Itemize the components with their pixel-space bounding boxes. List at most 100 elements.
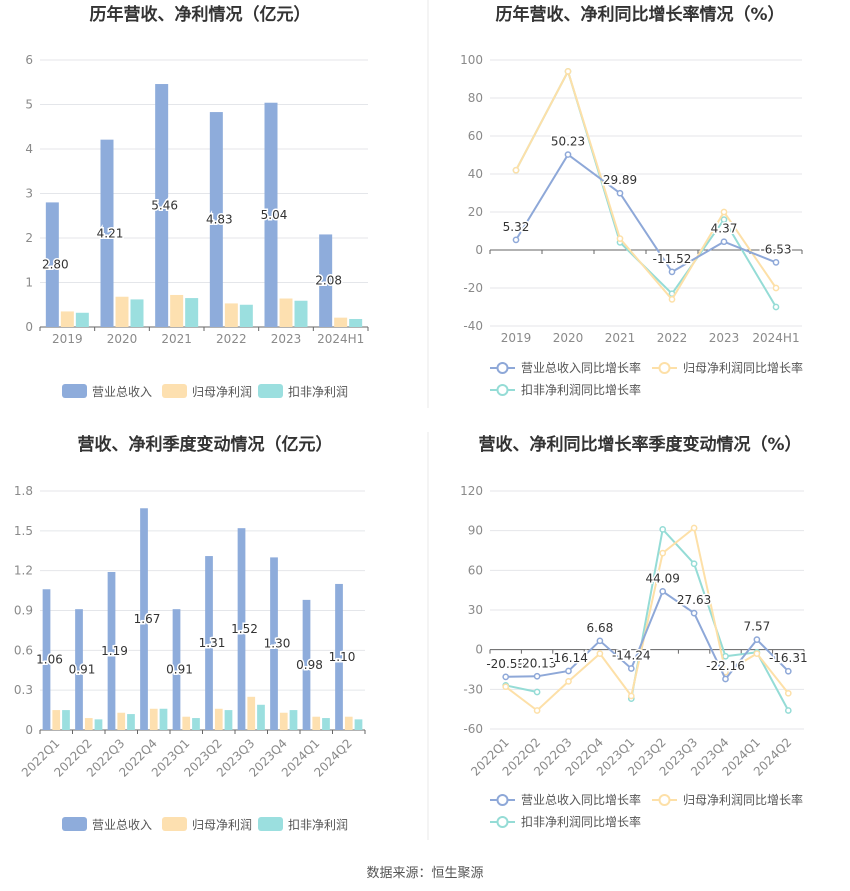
y-tick-label: 1.8 [14, 484, 33, 498]
y-tick-label: 30 [468, 603, 483, 617]
legend-label: 营业总收入同比增长率 [521, 792, 641, 807]
bar-net-profit [115, 296, 129, 327]
y-tick-label: 120 [460, 484, 483, 498]
bar-net-profit [52, 710, 61, 730]
x-tick-label: 2019 [52, 332, 83, 346]
x-tick-label: 2023 [271, 332, 302, 346]
line-value-label: 6.68 [587, 621, 614, 635]
chart-title: 历年营收、净利情况（亿元） [90, 4, 311, 25]
bar-deducted-profit [257, 704, 265, 730]
line-point [616, 235, 624, 242]
line-value-label: 7.57 [744, 620, 771, 634]
bar-revenue [319, 234, 333, 327]
y-tick-label: 80 [468, 91, 483, 105]
y-tick-label: 5 [25, 98, 33, 112]
y-tick-label: 60 [468, 129, 483, 143]
bar-revenue [75, 609, 83, 730]
y-tick-label: -20 [463, 281, 483, 295]
y-tick-label: 2 [25, 231, 33, 245]
y-tick-label: 0.3 [14, 683, 33, 697]
bar-net-profit [344, 716, 353, 730]
bar-revenue [100, 139, 114, 327]
line-point [668, 268, 676, 276]
line-point [565, 667, 572, 675]
bar-revenue [205, 556, 213, 730]
bar-net-profit [224, 303, 238, 327]
line-value-label: 27.63 [677, 593, 711, 607]
line-point [596, 650, 604, 657]
y-tick-label: -30 [463, 682, 483, 696]
legend-label: 归母净利润同比增长率 [683, 792, 803, 807]
legend-marker [496, 816, 509, 828]
line-point [784, 667, 792, 675]
bar-deducted-profit [127, 714, 135, 730]
bar-value-label: 1.10 [329, 650, 356, 664]
line-point [502, 683, 510, 691]
x-tick-label: 2020 [107, 332, 138, 346]
bar-value-label: 0.91 [166, 663, 193, 677]
legend-marker [496, 362, 509, 374]
line-value-label: -20.55 [486, 657, 525, 671]
bar-net-profit [334, 317, 348, 327]
line-point [772, 259, 780, 266]
bar-revenue [270, 557, 278, 730]
line-value-label: -16.31 [769, 651, 808, 665]
bar-deducted-profit [192, 718, 200, 730]
chart-legend: 营业总收入 归母净利润 扣非净利润 [62, 384, 348, 399]
bar-deducted-profit [62, 710, 70, 730]
bar-value-label: 1.52 [231, 622, 258, 636]
x-tick-label: 2021 [605, 331, 636, 345]
line-point [564, 68, 572, 75]
legend-swatch [162, 817, 187, 831]
y-tick-label: 90 [468, 524, 483, 538]
bar-net-profit [279, 712, 288, 730]
line-value-label: 44.09 [646, 571, 680, 585]
bar-net-profit [60, 311, 74, 327]
bar-deducted-profit [294, 300, 308, 327]
bar-revenue [155, 84, 169, 327]
legend-label: 营业总收入 [92, 385, 152, 399]
y-tick-label: 0 [475, 243, 483, 257]
line-value-label: -14.24 [612, 648, 651, 662]
bar-deducted-profit [289, 710, 298, 730]
line-point [720, 208, 728, 216]
y-tick-label: 1.2 [14, 564, 33, 578]
line-point [659, 525, 667, 533]
chart-legend: 营业总收入 归母净利润 扣非净利润 [62, 817, 348, 832]
line-point [533, 707, 541, 714]
line-revenue-growth [505, 589, 790, 681]
line-point [690, 609, 698, 617]
line-point [772, 303, 780, 311]
bar-value-label: 0.98 [296, 658, 323, 672]
x-tick-label: 2023 [709, 331, 740, 345]
legend-label: 扣非净利润 [288, 818, 348, 832]
line-point [690, 560, 698, 568]
line-value-label: -20.13 [518, 656, 557, 670]
bar-value-label: 4.83 [206, 213, 233, 227]
line-point [720, 216, 728, 223]
x-tick-label: 2020 [553, 331, 584, 345]
x-tick-label: 2022 [657, 331, 688, 345]
x-tick-label: 2024H1 [317, 332, 364, 346]
bar-deducted-profit [185, 298, 199, 327]
line-point [659, 549, 667, 557]
line-point [512, 166, 520, 174]
y-tick-label: 6 [25, 53, 33, 67]
data-source-footer: 数据来源：恒生聚源 [366, 866, 484, 881]
y-tick-label: 0 [475, 643, 483, 657]
bar-net-profit [84, 718, 93, 730]
bar-value-label: 4.21 [97, 226, 124, 240]
bar-value-label: 1.67 [134, 612, 161, 626]
line-point [627, 692, 635, 700]
bar-revenue [335, 583, 343, 730]
chart-title: 营收、净利同比增长率季度变动情况（%） [478, 434, 801, 455]
line-point [502, 673, 510, 681]
line-deducted-growth [505, 527, 790, 711]
legend-swatch [162, 384, 187, 398]
bar-net-profit [279, 298, 293, 327]
bar-value-label: 5.04 [261, 208, 288, 222]
legend-marker [496, 794, 509, 806]
line-point [690, 524, 698, 532]
legend-marker [496, 384, 509, 396]
y-tick-label: 1.5 [14, 524, 33, 538]
